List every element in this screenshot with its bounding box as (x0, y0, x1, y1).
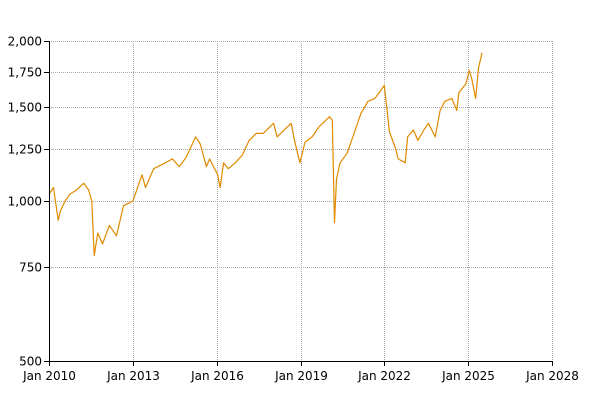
x-tick-label: Jan 2010 (22, 369, 76, 383)
y-tick-label: 750 (19, 261, 42, 275)
x-tick-label: Jan 2016 (190, 369, 244, 383)
x-tick-label: Jan 2013 (106, 369, 160, 383)
x-tick-label: Jan 2025 (441, 369, 495, 383)
y-tick-label: 1,500 (8, 101, 42, 115)
series-line (48, 52, 483, 256)
y-tick-label: 500 (19, 355, 42, 369)
y-tick-label: 1,000 (8, 195, 42, 209)
x-tick-label: Jan 2019 (274, 369, 328, 383)
y-tick-label: 2,000 (8, 35, 42, 49)
series-layer (48, 52, 483, 256)
axes: 500 750 1,000 1,250 1,500 1,750 2,000 Jan 2010 J… (8, 35, 579, 384)
y-tick-label: 1,750 (8, 66, 42, 80)
y-tick-label: 1,250 (8, 143, 42, 157)
x-tick-label: Jan 2022 (357, 369, 411, 383)
x-tick-label: Jan 2028 (525, 369, 579, 383)
